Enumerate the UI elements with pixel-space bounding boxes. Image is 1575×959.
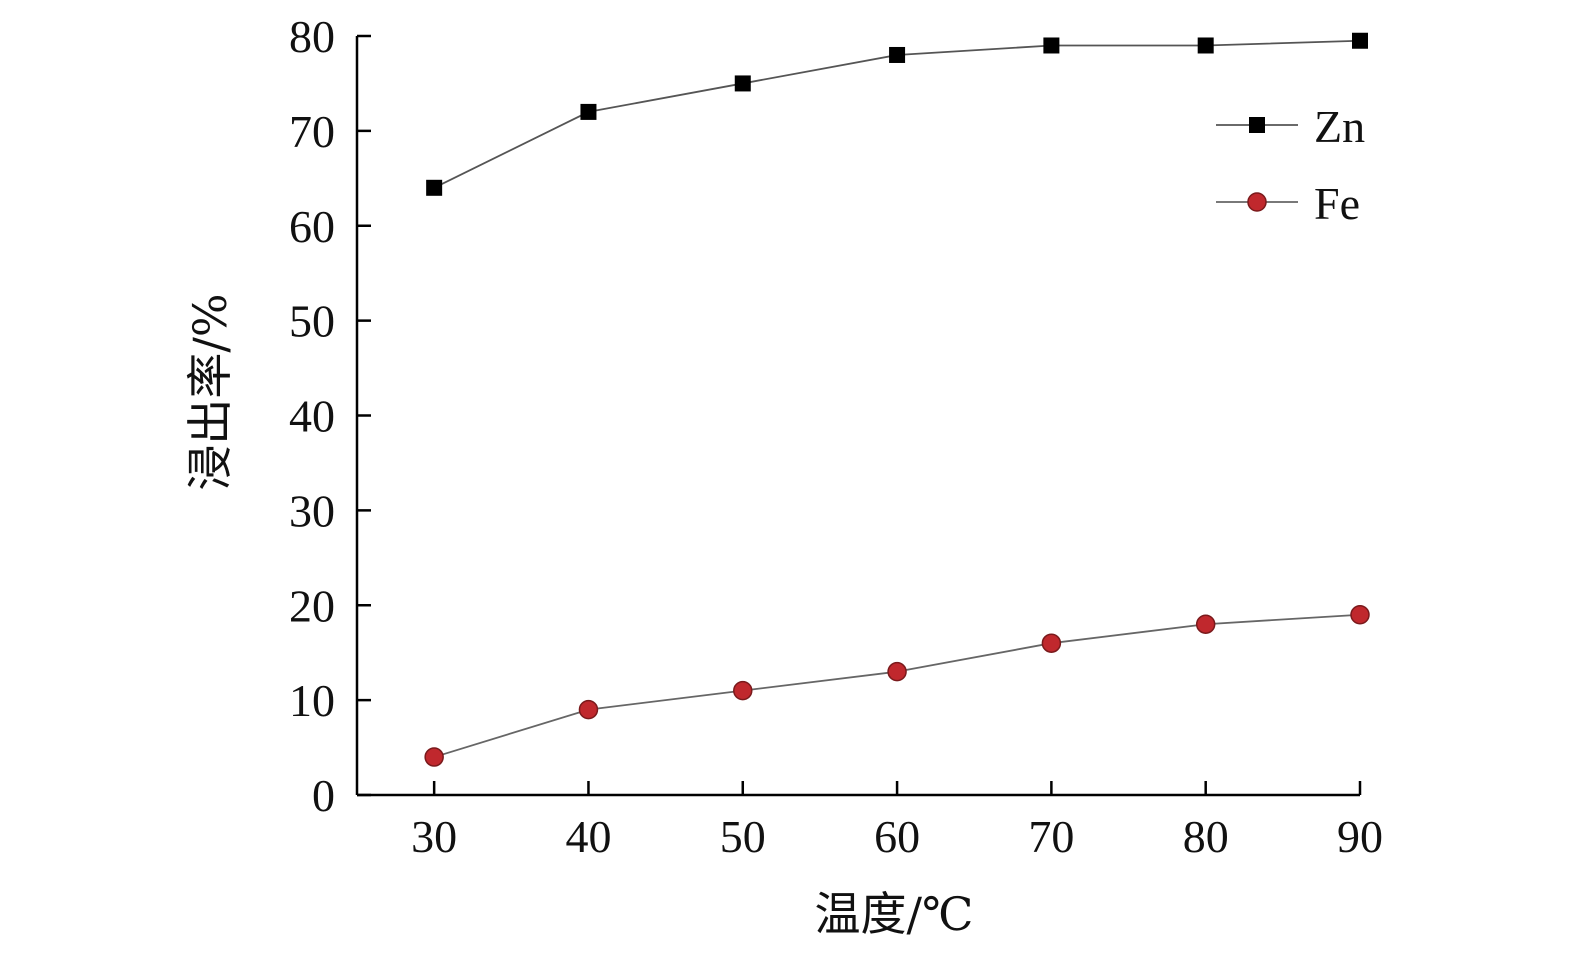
y-tick-label: 50 (289, 296, 335, 347)
legend-label: Fe (1314, 178, 1360, 229)
x-tick-label: 70 (1028, 811, 1074, 862)
y-tick-label: 0 (312, 770, 335, 821)
series-zn-point (1352, 32, 1368, 49)
y-ticks: 0 10 20 30 40 50 60 70 80 (289, 11, 371, 821)
x-tick-label: 90 (1337, 811, 1383, 862)
x-tick-label: 50 (720, 811, 766, 862)
series-fe-point (1041, 633, 1062, 653)
x-tick-label: 40 (565, 811, 611, 862)
legend-marker (1249, 117, 1265, 133)
series-fe-point (578, 699, 599, 720)
series-zn (426, 32, 1368, 196)
series-layer (424, 32, 1370, 767)
series-fe-point (733, 680, 753, 701)
series-fe (424, 604, 1370, 767)
y-tick-label: 20 (289, 580, 335, 631)
axes (355, 36, 1360, 797)
y-tick-label: 40 (289, 391, 335, 442)
series-zn-point (1197, 37, 1214, 54)
x-tick-label: 80 (1183, 811, 1229, 862)
series-zn-point (426, 179, 443, 196)
y-axis-title: 浸出率/% (183, 293, 237, 490)
y-tick-label: 60 (289, 201, 335, 252)
legend: Zn Fe (1216, 101, 1365, 229)
y-tick-label: 30 (289, 485, 335, 536)
series-zn-point (1043, 37, 1060, 54)
legend-item-zn: Zn (1216, 101, 1365, 152)
series-fe-line (433, 613, 1361, 758)
x-ticks: 30 40 50 60 70 80 90 (411, 781, 1383, 862)
series-zn-point (734, 75, 751, 92)
series-zn-point (580, 103, 597, 120)
legend-item-fe: Fe (1216, 178, 1360, 229)
legend-label: Zn (1314, 101, 1365, 152)
x-axis-title: 温度/℃ (815, 887, 974, 941)
y-tick-label: 70 (289, 106, 335, 157)
y-tick-label: 10 (289, 675, 335, 726)
series-zn-point (889, 46, 906, 63)
y-tick-label: 80 (289, 11, 335, 62)
series-fe-point (1350, 604, 1370, 625)
x-tick-label: 60 (874, 811, 920, 862)
legend-marker (1247, 192, 1267, 212)
series-fe-point (1195, 614, 1216, 634)
series-fe-point (424, 747, 444, 767)
x-tick-label: 30 (411, 811, 457, 862)
series-fe-point (887, 661, 907, 682)
